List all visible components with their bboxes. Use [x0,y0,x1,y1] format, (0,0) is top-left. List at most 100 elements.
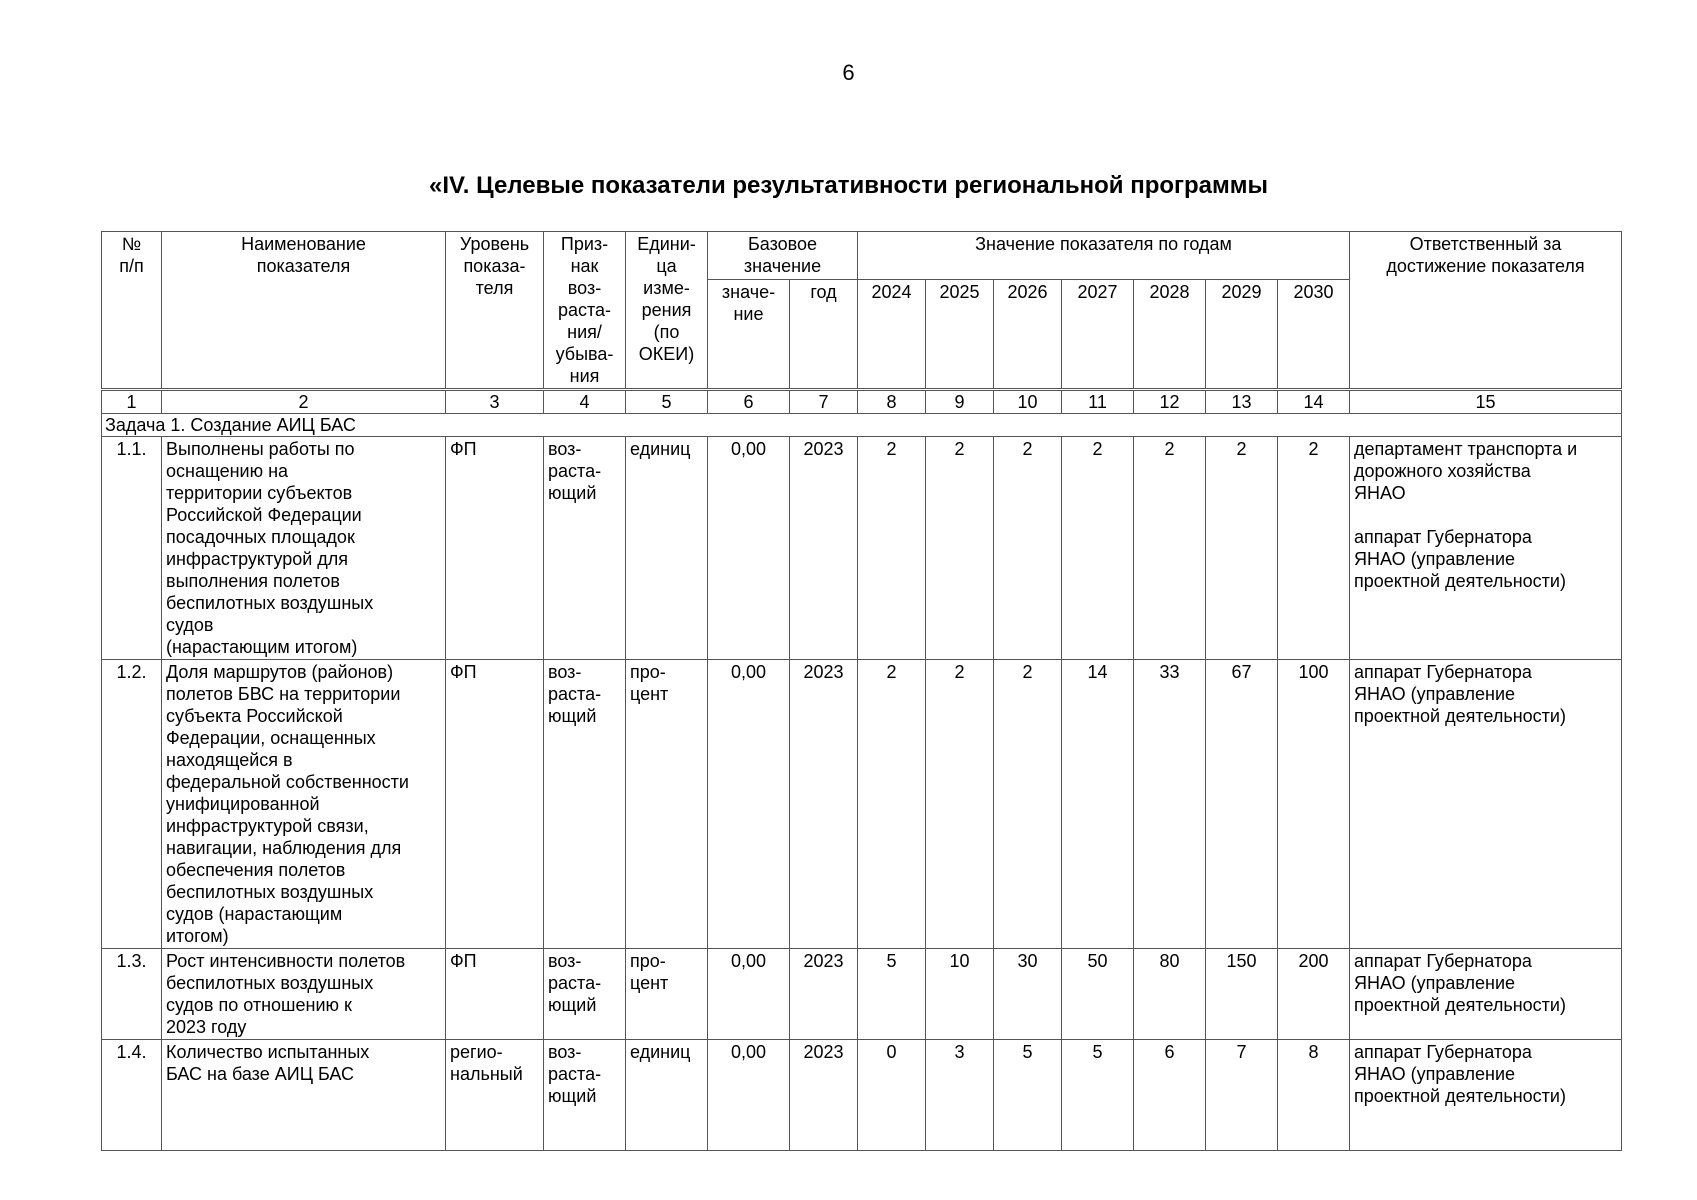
base-year: 2023 [789,659,858,949]
year-value: 5 [857,948,926,1040]
column-number: 13 [1205,388,1278,414]
indicator-level: ФП [445,948,544,1040]
indicator-unit: про- цент [625,659,708,949]
section-title: «IV. Целевые показатели результативности… [428,172,1269,199]
year-value: 7 [1205,1039,1278,1151]
table-row: 1.3. Рост интенсивности полетов беспилотн… [101,948,1622,1040]
year-value: 8 [1277,1039,1350,1151]
header-year: 2028 [1133,278,1206,391]
year-value: 30 [993,948,1062,1040]
column-number: 7 [789,388,858,414]
base-value: 0,00 [707,1039,790,1151]
header-year: 2026 [993,278,1062,391]
year-value: 200 [1277,948,1350,1040]
year-value: 5 [993,1039,1062,1151]
responsible: аппарат Губернатора ЯНАО (управление про… [1349,948,1622,1040]
responsible: аппарат Губернатора ЯНАО (управление про… [1349,1039,1622,1151]
header-base: Базовое значение [707,231,858,280]
year-value: 33 [1133,659,1206,949]
responsible: аппарат Губернатора ЯНАО (управление про… [1349,659,1622,949]
year-value: 2 [1133,436,1206,660]
column-number: 9 [925,388,994,414]
page-number: 6 [842,60,855,85]
base-year: 2023 [789,948,858,1040]
year-value: 50 [1061,948,1134,1040]
indicator-name: Выполнены работы по оснащению на террито… [161,436,446,660]
year-value: 2 [925,436,994,660]
column-number: 1 [101,388,162,414]
column-number: 10 [993,388,1062,414]
header-num: № п/п [101,231,162,390]
year-value: 2 [857,659,926,949]
year-value: 2 [925,659,994,949]
year-value: 2 [993,436,1062,660]
header-year: 2030 [1277,278,1350,391]
indicator-name: Доля маршрутов (районов) полетов БВС на … [161,659,446,949]
task-title: Задача 1. Создание АИЦ БАС [101,413,1622,437]
task-row: Задача 1. Создание АИЦ БАС [101,413,1622,437]
indicator-unit: единиц [625,436,708,660]
year-value: 5 [1061,1039,1134,1151]
header-sign: Приз- нак воз- раста- ния/ убыва- ния [543,231,626,390]
header-unit: Едини- ца изме- рения (по ОКЕИ) [625,231,708,390]
column-number: 8 [857,388,926,414]
header-level: Уровень показа- теля [445,231,544,390]
indicator-sign: воз- раста- ющий [543,436,626,660]
column-number: 14 [1277,388,1350,414]
header-responsible: Ответственный за достижение показателя [1349,231,1622,390]
year-value: 0 [857,1039,926,1151]
base-year: 2023 [789,1039,858,1151]
column-number: 2 [161,388,446,414]
base-value: 0,00 [707,659,790,949]
base-value: 0,00 [707,436,790,660]
indicator-level: регио- нальный [445,1039,544,1151]
year-value: 6 [1133,1039,1206,1151]
year-value: 10 [925,948,994,1040]
column-numbers-row: 1 2 3 4 5 6 7 8 9 10 11 12 13 14 15 [101,388,1622,414]
row-number: 1.3. [101,948,162,1040]
year-value: 150 [1205,948,1278,1040]
header-year: 2027 [1061,278,1134,391]
column-number: 6 [707,388,790,414]
header-subrow: значе- ние год 2024 2025 2026 2027 2028 2029 2… [102,278,1622,391]
year-value: 2 [1277,436,1350,660]
column-number: 11 [1061,388,1134,414]
indicators-table: № п/п Наименование показателя Уровень по… [101,231,1622,1151]
indicator-unit: про- цент [625,948,708,1040]
column-number: 3 [445,388,544,414]
header-year: 2029 [1205,278,1278,391]
column-number: 15 [1349,388,1622,414]
header-year: 2024 [857,278,926,391]
indicator-unit: единиц [625,1039,708,1151]
year-value: 2 [1205,436,1278,660]
responsible: департамент транспорта и дорожного хозяй… [1349,436,1622,660]
header-row: № п/п Наименование показателя Уровень по… [101,231,1622,390]
indicator-name: Рост интенсивности полетов беспилотных в… [161,948,446,1040]
header-base-year: год [789,278,858,391]
row-number: 1.1. [101,436,162,660]
year-value: 67 [1205,659,1278,949]
base-year: 2023 [789,436,858,660]
header-year: 2025 [925,278,994,391]
year-value: 80 [1133,948,1206,1040]
indicator-level: ФП [445,659,544,949]
row-number: 1.2. [101,659,162,949]
column-number: 12 [1133,388,1206,414]
base-value: 0,00 [707,948,790,1040]
row-number: 1.4. [101,1039,162,1151]
header-by-years: Значение показателя по годам [857,231,1350,280]
indicator-sign: воз- раста- ющий [543,1039,626,1151]
year-value: 2 [1061,436,1134,660]
header-base-value: значе- ние [707,278,790,391]
indicator-level: ФП [445,436,544,660]
year-value: 2 [857,436,926,660]
indicator-sign: воз- раста- ющий [543,659,626,949]
column-number: 5 [625,388,708,414]
year-value: 2 [993,659,1062,949]
header-name: Наименование показателя [161,231,446,390]
year-value: 100 [1277,659,1350,949]
table-row: 1.4. Количество испытанных БАС на базе АИ… [101,1039,1622,1151]
column-number: 4 [543,388,626,414]
indicator-name: Количество испытанных БАС на базе АИЦ БА… [161,1039,446,1151]
year-value: 3 [925,1039,994,1151]
